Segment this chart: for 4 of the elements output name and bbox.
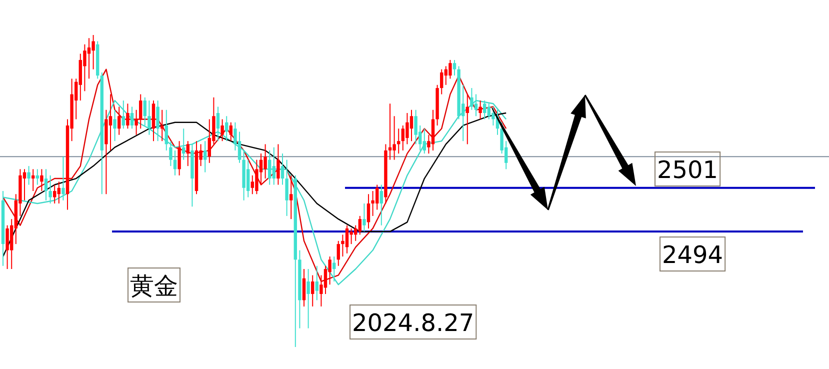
annotation: 2501 bbox=[654, 152, 721, 186]
annotation: 2024.8.27 bbox=[350, 304, 477, 340]
annotation: 2494 bbox=[660, 236, 726, 272]
annotation: 黄金 bbox=[128, 268, 180, 302]
